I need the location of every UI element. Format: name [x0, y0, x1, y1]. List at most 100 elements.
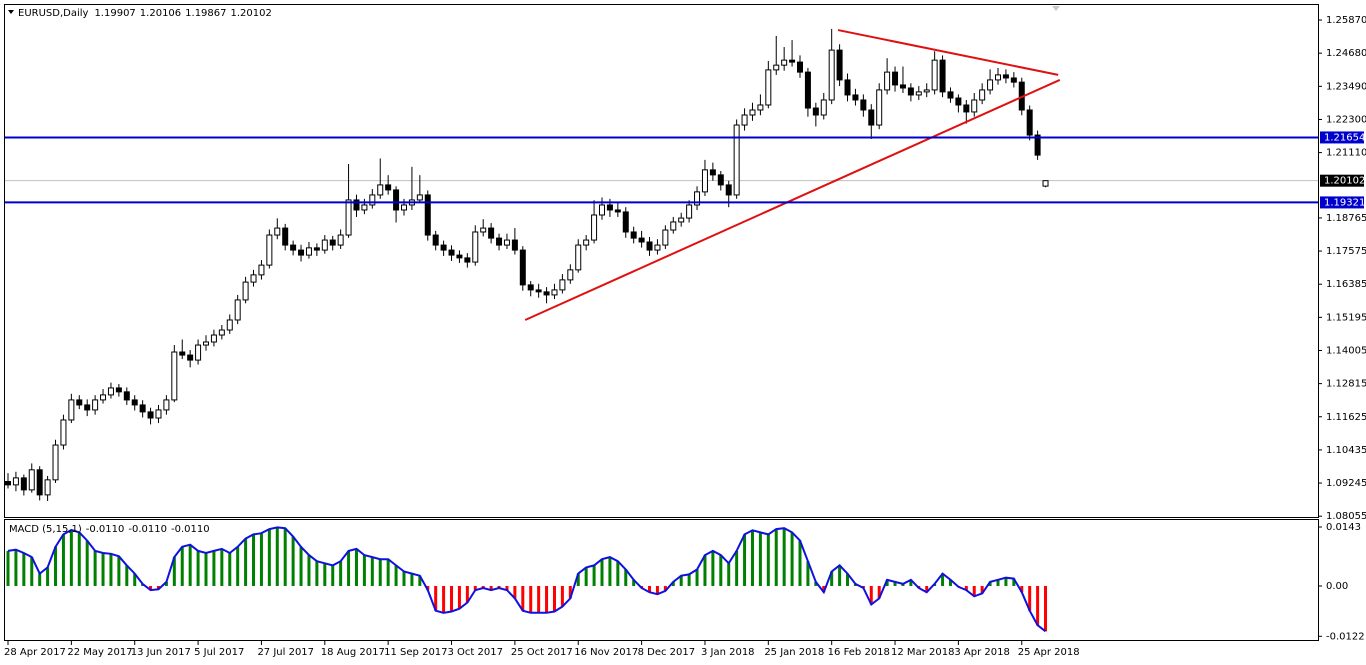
candle-body: [353, 199, 360, 211]
candle-body: [654, 244, 661, 251]
candle-body: [511, 239, 518, 251]
macd-bar: [1028, 585, 1032, 611]
candle-body: [385, 184, 392, 191]
y-tick-label: 1.18765: [1326, 213, 1366, 224]
candle-body: [480, 227, 487, 233]
macd-bar: [964, 585, 968, 591]
macd-bar: [38, 573, 42, 586]
macd-bar: [442, 585, 446, 613]
candle-body: [242, 281, 249, 301]
candle-body: [591, 214, 598, 241]
candle-body: [76, 399, 83, 406]
macd-bar: [54, 546, 58, 586]
candle-body: [68, 399, 75, 421]
macd-bar: [592, 565, 596, 586]
x-tick-label: 25 Jan 2018: [764, 647, 824, 658]
close: 1.20102: [231, 8, 272, 19]
high: 1.20106: [140, 8, 181, 19]
macd-bar: [204, 552, 208, 586]
scroll-marker: [1052, 6, 1060, 11]
candle-body: [535, 289, 542, 293]
macd-bar: [766, 534, 770, 586]
macd-bar: [679, 575, 683, 586]
candle-body: [84, 404, 91, 411]
candle-body: [274, 227, 281, 236]
candle-body: [448, 249, 455, 256]
macd-bar: [893, 581, 897, 586]
candle-body: [139, 404, 146, 413]
candle-body: [876, 89, 883, 126]
macd-bar: [988, 581, 992, 586]
macd-bar: [370, 557, 374, 586]
macd-title: MACD (5,15,1): [9, 524, 82, 535]
macd-bar: [616, 561, 620, 586]
candle-body: [218, 329, 225, 336]
candle-body: [606, 204, 613, 211]
candle-body: [401, 204, 407, 211]
macd-bar: [172, 557, 176, 586]
candle-body: [28, 469, 35, 491]
candle-body: [369, 194, 376, 206]
candle-body: [393, 189, 400, 211]
open: 1.19907: [94, 8, 135, 19]
macd-bar: [156, 585, 160, 590]
menu-arrow[interactable]: [8, 10, 14, 14]
candle-body: [812, 107, 819, 116]
macd-bar: [1044, 585, 1048, 632]
macd-bar: [671, 581, 675, 586]
y-tick-label: 1.17575: [1326, 246, 1366, 257]
macd-bar: [244, 538, 248, 586]
macd-bar: [14, 549, 18, 586]
macd-bar: [275, 527, 279, 586]
macd-bar: [774, 529, 778, 586]
macd-bar: [529, 585, 533, 613]
x-tick-label: 27 Jul 2017: [257, 647, 314, 658]
macd-bar: [925, 585, 929, 593]
x-tick-label: 3 Oct 2017: [448, 647, 503, 658]
x-tick-label: 8 Dec 2017: [638, 647, 696, 658]
macd-bar: [806, 561, 810, 586]
macd-bar: [394, 565, 398, 586]
level-label: 1.21654: [1324, 132, 1365, 143]
macd-bar: [125, 565, 129, 586]
candle-body: [971, 99, 978, 113]
candle-body: [678, 217, 685, 223]
candle-body: [250, 274, 257, 283]
y-tick-label: 1.22300: [1326, 114, 1366, 125]
macd-bar: [648, 585, 652, 593]
candle-body: [551, 289, 558, 296]
macd-bar: [695, 569, 699, 586]
macd-bar: [46, 567, 50, 586]
candle-body: [203, 341, 209, 346]
candle-body: [1026, 109, 1033, 136]
x-tick-label: 11 Sep 2017: [384, 647, 447, 658]
candle-body: [377, 184, 384, 196]
macd-bar: [941, 573, 945, 586]
y-tick-label: 1.11625: [1326, 412, 1366, 423]
candle-body: [337, 234, 344, 246]
macd-readout: -0.0110: [86, 524, 125, 535]
macd-header: MACD (5,15,1) -0.0110 -0.0110 -0.0110: [9, 524, 210, 535]
macd-bar: [212, 550, 216, 586]
trendline: [837, 29, 1059, 76]
macd-bar: [838, 565, 842, 586]
candle-body: [670, 221, 677, 231]
macd-bar: [30, 557, 34, 586]
candle-body: [638, 237, 645, 243]
macd-bar: [822, 585, 826, 593]
candle-body: [630, 231, 637, 239]
candle-body: [599, 204, 605, 216]
macd-bar: [450, 585, 454, 612]
candle-body: [432, 234, 439, 246]
candle-body: [456, 254, 463, 259]
price-header: EURUSD,Daily 1.19907 1.20106 1.19867 1.20102: [18, 8, 272, 19]
macd-bar: [663, 585, 667, 591]
candle-body: [282, 227, 289, 246]
y-tick-label: 0.0143: [1326, 522, 1361, 533]
plot-layer: 1.25870 1.24680 1.23490 1.22300 1.21110 1.187…: [4, 15, 1366, 658]
candle-body: [1034, 134, 1041, 156]
macd-bar: [61, 534, 65, 586]
candle-body: [1042, 180, 1049, 187]
